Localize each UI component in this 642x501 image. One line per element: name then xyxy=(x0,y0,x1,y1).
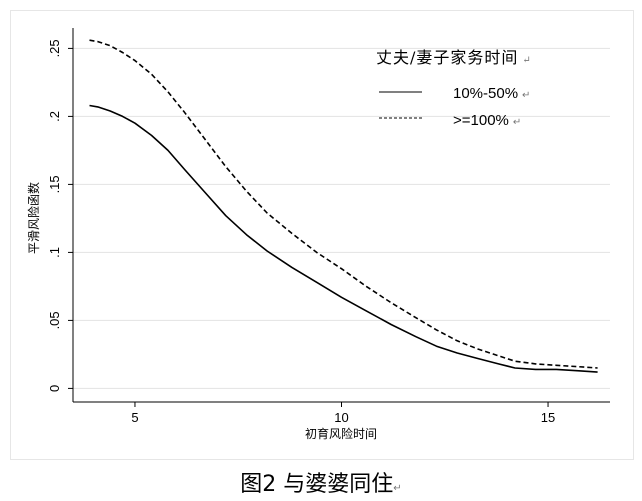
x-axis-label: 初育风险时间 xyxy=(305,426,377,441)
y-tick-label-2: .1 xyxy=(47,247,62,258)
x-tick-label-2: 15 xyxy=(541,410,555,425)
series-line-1 xyxy=(89,104,598,373)
gridlines xyxy=(73,47,610,389)
figure-caption: 图2 与婆婆同住↵ xyxy=(240,472,402,497)
y-axis-label: 平滑风险函数 xyxy=(26,182,41,254)
y-tick-label-0: 0 xyxy=(47,385,62,392)
chart-frame xyxy=(10,10,634,460)
legend-item-1: 10%-50% ↵ xyxy=(453,85,530,102)
y-tick-label-5: .25 xyxy=(47,39,62,57)
x-tick-label-1: 10 xyxy=(334,410,348,425)
axes xyxy=(72,28,610,403)
series-line-2 xyxy=(89,39,598,369)
legend-title: 丈夫/妻子家务时间 ↵ xyxy=(376,48,532,67)
legend-item-2: >=100% ↵ xyxy=(453,112,521,129)
y-tick-label-4: .2 xyxy=(47,111,62,122)
x-tick-label-0: 5 xyxy=(131,410,138,425)
ticks: 0 .05 .1 .15 .2 .25 5 10 15 xyxy=(47,39,555,425)
y-tick-label-3: .15 xyxy=(47,175,62,193)
legend: 丈夫/妻子家务时间 ↵ 10%-50% ↵ >=100% ↵ xyxy=(376,48,532,129)
y-tick-label-1: .05 xyxy=(47,311,62,329)
series-lines xyxy=(89,39,598,373)
